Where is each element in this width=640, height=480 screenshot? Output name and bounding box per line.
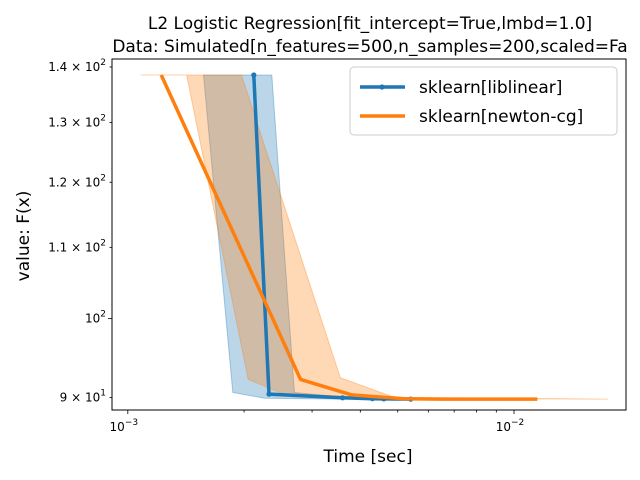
plot-area-frame — [111, 58, 627, 411]
y-tick-label: 102 — [85, 310, 106, 326]
legend: sklearn[liblinear] sklearn[newton-cg] — [349, 66, 618, 136]
data-point-liblinear — [340, 395, 346, 401]
chart-title-line-2: Data: Simulated[n_features=500,n_samples… — [112, 37, 627, 57]
chart-title-line-1: L2 Logistic Regression[fit_intercept=Tru… — [148, 14, 592, 34]
series-line-newton-cg — [159, 74, 538, 401]
legend-box — [349, 66, 618, 136]
y-tick-label: 1.2 × 102 — [48, 173, 106, 189]
y-tick-label: 1.1 × 102 — [48, 238, 106, 254]
legend-label-liblinear: sklearn[liblinear] — [419, 78, 562, 98]
data-point-liblinear — [251, 72, 257, 78]
y-axis-ticks: 9 × 101 102 1.1 × 102 1.2 × 102 1.3 × 102 1.4… — [48, 58, 112, 404]
x-axis-label: Time [sec] — [323, 447, 413, 467]
y-axis-label: value: F(x) — [14, 191, 34, 282]
x-tick-label: 10−2 — [496, 418, 525, 434]
series-lines — [159, 72, 538, 402]
x-tick-label: 10−3 — [110, 418, 139, 434]
y-tick-label: 1.3 × 102 — [48, 113, 106, 129]
legend-marker-liblinear — [379, 84, 385, 90]
x-axis-ticks: 10−3 10−2 — [110, 410, 525, 434]
y-tick-label: 9 × 101 — [60, 388, 106, 404]
data-point-liblinear — [266, 391, 272, 397]
y-tick-label: 1.4 × 102 — [48, 58, 106, 74]
legend-label-newton-cg: sklearn[newton-cg] — [419, 107, 583, 127]
